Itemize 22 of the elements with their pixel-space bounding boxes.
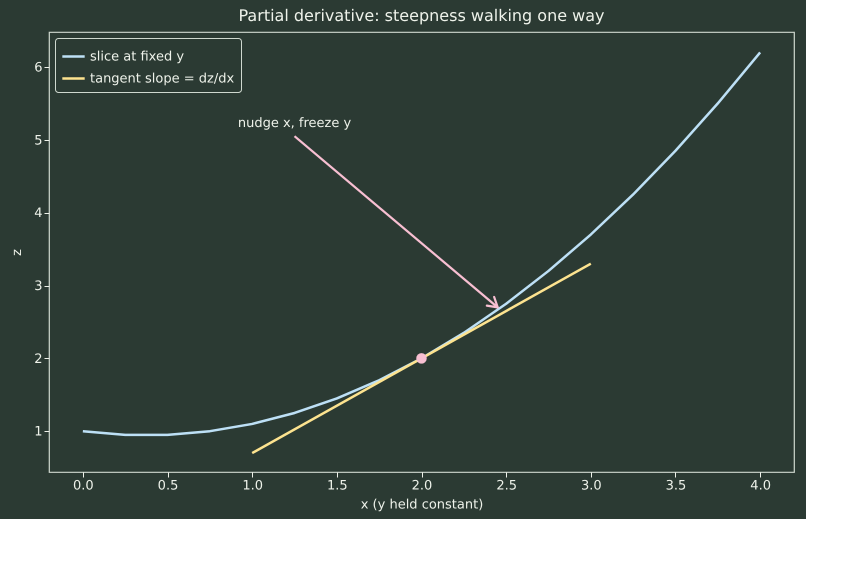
legend-label: tangent slope = dz/dx	[90, 72, 234, 86]
x-tick-label: 0.5	[158, 478, 178, 494]
y-tick-label: 4	[34, 206, 42, 222]
y-tick-label: 3	[34, 279, 42, 294]
legend-label: slice at fixed y	[90, 50, 184, 64]
x-tick-label: 3.5	[666, 478, 686, 494]
y-tick-label: 5	[34, 133, 42, 148]
x-tick-label: 0.0	[73, 478, 94, 494]
x-tick-label: 3.0	[580, 478, 602, 494]
x-tick-label: 4.0	[750, 478, 771, 494]
x-axis-title: x (y held constant)	[360, 498, 484, 512]
y-tick-label: 6	[34, 60, 42, 76]
y-tick-label: 2	[34, 352, 42, 367]
chart-title: Partial derivative: steepness walking one way	[238, 6, 605, 25]
x-tick-label: 2.0	[412, 478, 432, 494]
line-series	[82, 51, 762, 436]
y-axis-title: z	[10, 248, 26, 256]
x-tick-label: 1.5	[326, 478, 348, 494]
x-tick-label: 2.5	[496, 478, 518, 494]
annotation: nudge x, freeze y	[238, 116, 352, 132]
y-tick-label: 1	[34, 424, 42, 440]
x-tick-label: 1.0	[242, 478, 264, 494]
